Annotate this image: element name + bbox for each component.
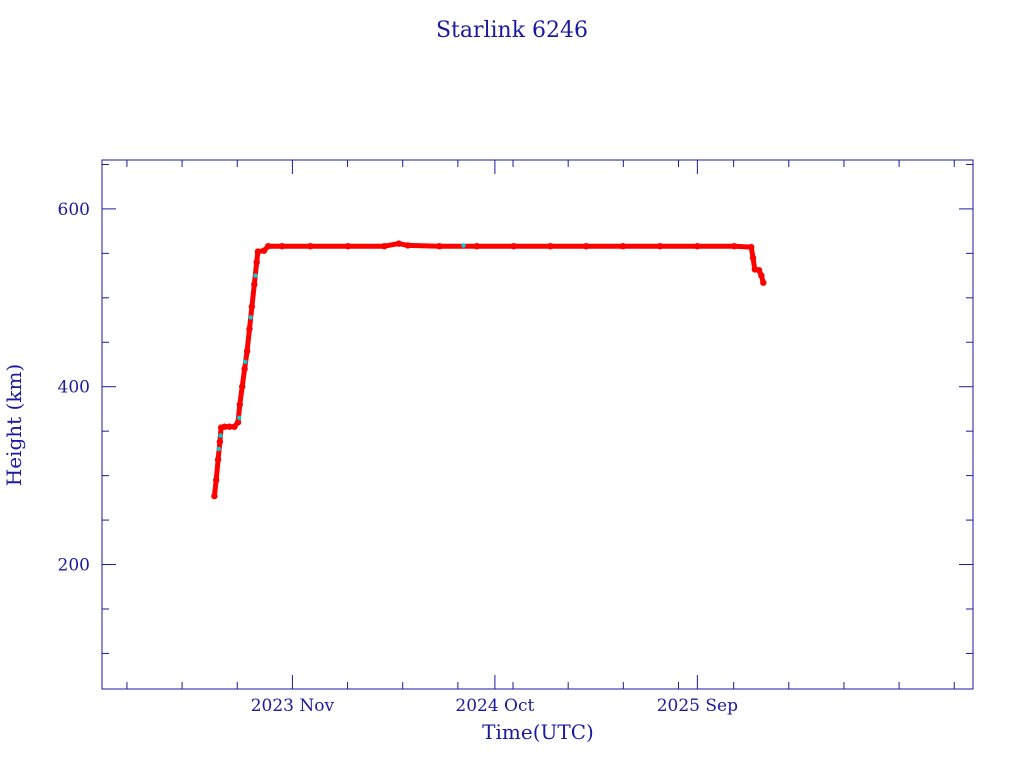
data-point [214,456,222,463]
data-point [251,281,258,288]
data-point [211,492,218,500]
data-point [243,359,248,364]
data-point [395,240,402,247]
data-point [260,247,268,254]
data-point [749,254,757,261]
data-point [237,415,242,420]
series [216,243,466,452]
data-point [731,243,738,250]
data-point [461,243,466,248]
data-point [241,365,248,373]
data-point [473,243,480,250]
data-point [248,315,253,320]
axis-ticks [102,160,973,689]
data-point [307,243,314,250]
x-tick-label: 2023 Nov [251,696,335,716]
data-point [547,243,554,250]
series-line [211,241,766,499]
chart-title: Starlink 6246 [436,18,588,43]
data-point [231,423,238,430]
data-point [253,273,258,278]
data-point [583,243,590,250]
data-point [278,243,286,250]
data-point [243,348,251,355]
y-tick-label: 400 [58,378,90,398]
data-point [234,419,242,426]
x-axis-label: Time(UTC) [482,720,594,744]
data-point [760,279,767,286]
data-point [265,243,272,250]
data-point [758,272,765,279]
data-point [656,243,664,250]
data-point [344,243,352,250]
data-point [239,383,246,390]
y-tick-label: 200 [58,556,90,576]
data-series [211,240,767,500]
y-tick-label: 600 [58,200,90,220]
plot-frame [101,159,974,690]
data-point [254,248,262,255]
data-point [436,243,443,250]
y-axis-label: Height (km) [2,364,26,486]
data-point [619,243,627,250]
data-point [510,243,517,250]
data-point [694,243,701,250]
data-point [248,303,256,310]
data-point [404,242,411,249]
data-point [216,446,221,452]
x-tick-label: 2024 Oct [455,696,534,716]
data-point [226,423,233,430]
data-point [221,423,228,430]
axis-tick-labels: 200 400 600 2023 Nov 2024 Oct 2025 Sep [58,200,739,716]
data-point [218,433,223,438]
data-point [253,259,260,266]
data-point [246,325,253,333]
data-point [236,401,243,408]
data-point [216,438,224,445]
series [211,240,767,500]
x-tick-label: 2025 Sep [657,696,738,716]
data-point [381,243,388,250]
data-point [755,267,763,274]
data-point [213,476,220,484]
data-point [748,243,755,251]
